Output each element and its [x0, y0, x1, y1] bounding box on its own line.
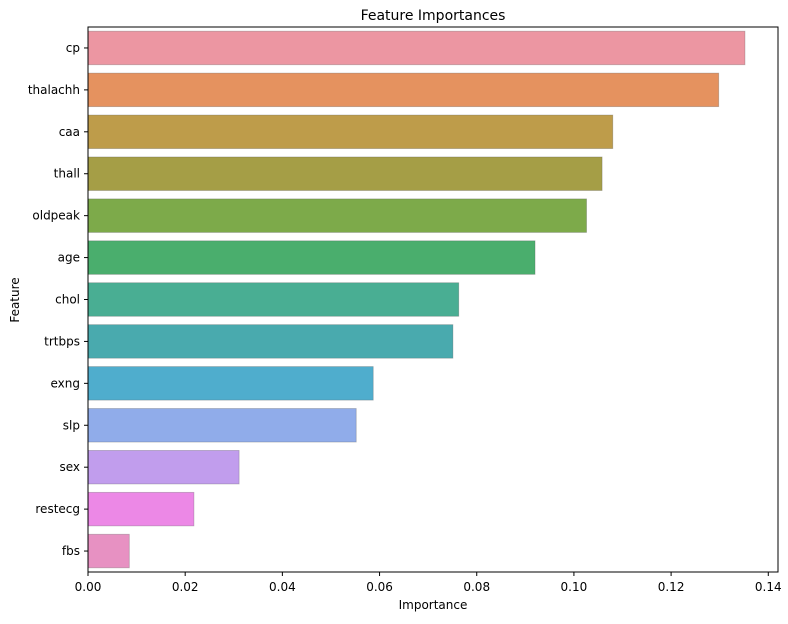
- y-tick-label: cp: [66, 41, 80, 55]
- x-tick-label: 0.06: [366, 580, 393, 594]
- bar-oldpeak: [87, 198, 587, 233]
- y-tick-label: exng: [51, 376, 81, 390]
- bar-thall: [87, 156, 603, 191]
- x-axis-label: Importance: [399, 598, 468, 612]
- y-tick-label: oldpeak: [32, 209, 80, 223]
- chart-title: Feature Importances: [361, 8, 506, 24]
- x-tick-label: 0.04: [269, 580, 296, 594]
- x-tick-label: 0.12: [658, 580, 685, 594]
- y-tick-label: restecg: [35, 502, 80, 516]
- x-tick-label: 0.02: [172, 580, 199, 594]
- bar-restecg: [87, 491, 195, 527]
- y-tick-label: trtbps: [44, 334, 80, 348]
- bar-cp: [87, 30, 746, 66]
- y-tick-label: slp: [63, 418, 80, 432]
- y-tick-label: age: [58, 251, 80, 265]
- y-axis-label: Feature: [8, 277, 22, 322]
- bar-slp: [87, 408, 357, 443]
- y-tick-label: thalachh: [28, 83, 80, 97]
- bar-caa: [87, 114, 614, 149]
- y-tick-label: fbs: [62, 544, 80, 558]
- bar-age: [87, 240, 536, 275]
- bar-thalachh: [87, 72, 720, 108]
- bar-trtbps: [87, 324, 454, 359]
- plot-frame: [87, 26, 779, 573]
- bar-sex: [87, 450, 240, 485]
- bar-exng: [87, 366, 374, 401]
- x-tick-label: 0.10: [561, 580, 588, 594]
- bar-chol: [87, 282, 460, 317]
- bar-fbs: [87, 533, 130, 569]
- y-tick-label: caa: [59, 125, 80, 139]
- y-axis-ticks: cp thalachh caa thall oldpeak age chol trtbps ex…: [28, 41, 88, 558]
- y-tick-label: sex: [59, 460, 80, 474]
- y-tick-label: chol: [55, 293, 80, 307]
- bars-layer: [87, 30, 746, 569]
- x-tick-label: 0.08: [463, 580, 490, 594]
- y-tick-label: thall: [54, 167, 80, 181]
- x-tick-label: 0.14: [755, 580, 782, 594]
- x-axis-ticks: 0.00 0.02 0.04 0.06 0.08 0.10 0.12 0.14: [75, 572, 782, 594]
- x-tick-label: 0.00: [75, 580, 102, 594]
